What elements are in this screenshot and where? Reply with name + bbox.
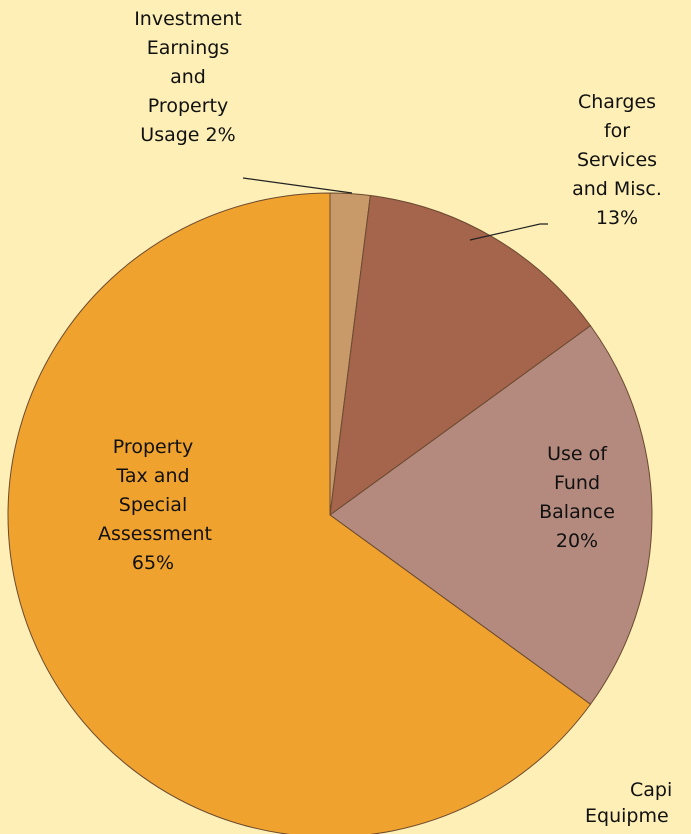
category-label: Investment Earnings and Property Usage — [134, 8, 242, 146]
slice-label: Property Tax and Special Assessment 65% — [98, 433, 212, 578]
leader-line — [242, 177, 353, 194]
pie-slice — [329, 325, 653, 705]
slice-label: Investment Earnings and Property Usage 2… — [134, 5, 242, 150]
category-label: Property Tax and Special Assessment — [98, 436, 212, 545]
pie-slice — [329, 194, 592, 517]
pie-slice — [7, 192, 592, 834]
slice-label: Use of Fund Balance 20% — [535, 440, 619, 556]
value-label: 13% — [595, 207, 639, 229]
slice-label: Charges for Services and Misc. 13% — [568, 88, 666, 233]
value-label: 2% — [205, 124, 236, 146]
annotation: Capi — [630, 779, 673, 801]
value-label: 65% — [131, 552, 175, 574]
slices — [7, 192, 653, 834]
annotation: Equipme — [585, 805, 669, 827]
category-label: Charges for Services and Misc. — [572, 91, 662, 200]
value-label: 20% — [555, 530, 599, 552]
leader-line — [469, 223, 548, 241]
category-label: Use of Fund Balance — [539, 443, 615, 523]
